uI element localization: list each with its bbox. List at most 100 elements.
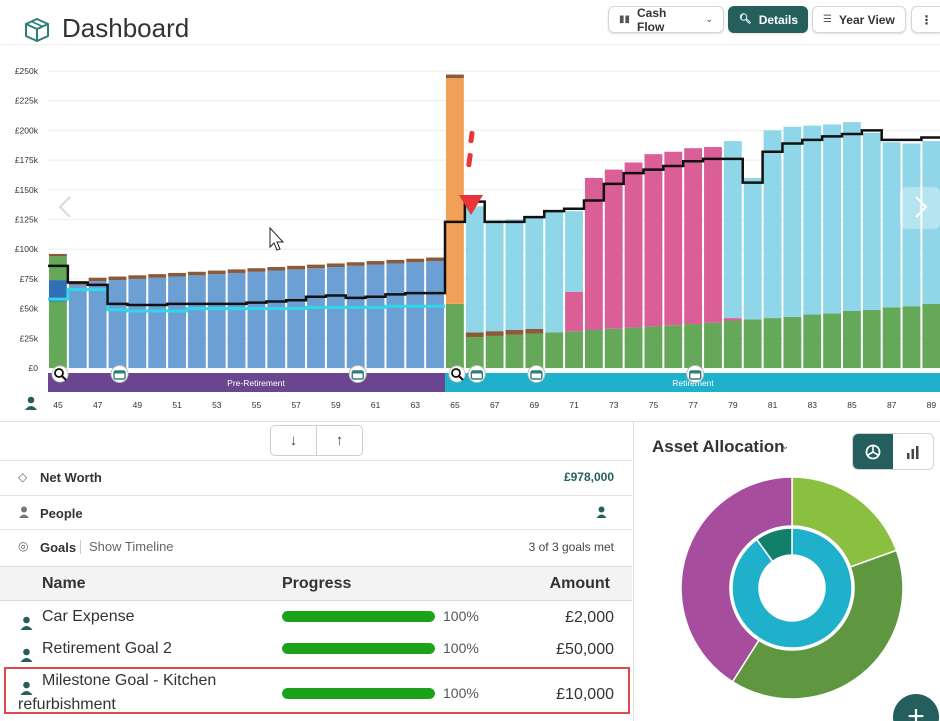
outer-slice[interactable] [680,476,793,683]
progress-percent: 100% [443,640,479,656]
bar-segment [485,220,504,332]
show-timeline-link[interactable]: Show Timeline [80,540,174,554]
x-tick-label: 79 [728,400,738,410]
bar-segment [644,326,663,368]
chevron-right-button [900,187,940,229]
x-tick-label: 65 [450,400,460,410]
divider [0,460,632,461]
bar-segment [307,268,325,368]
bar-segment [148,277,167,368]
inner-slice[interactable] [731,527,853,649]
bar-segment [545,332,564,368]
header-amount[interactable]: Amount [549,575,610,592]
diamond-icon: ◇ [18,470,28,484]
list-icon: ☰ [823,14,832,25]
bar-segment [922,303,940,368]
bar-segment [128,278,147,368]
progress-bar [282,611,435,622]
event-marker-icon [527,365,546,383]
bar-segment [128,275,147,279]
chevron-right-icon[interactable] [915,196,928,218]
goal-amount: £2,000 [565,609,614,626]
cash-flow-dropdown[interactable]: ▮▮ Cash Flow ⌄ [608,5,724,34]
event-marker-icon [686,365,705,383]
x-tick-label: 57 [291,400,301,410]
details-button[interactable]: 🔍︎ Details [728,6,808,33]
cash-flow-chart[interactable]: £250k £225k £200k £175k £150k £125k £100k £75k £… [0,45,940,421]
chevron-down-icon: ⌄ [705,14,713,24]
people-icon [19,506,29,518]
red-arrow-marker [459,131,483,215]
bar-segment [366,264,385,368]
arrow-up-icon[interactable]: ↑ [316,426,362,455]
bar-segment [882,142,901,308]
bar-segment [267,270,286,368]
bar-segment [843,122,861,311]
progress-bar [282,643,435,654]
target-icon: ◎ [18,539,29,553]
bar-segment [465,206,484,333]
pie-view-button[interactable] [853,434,893,469]
person-icon [20,681,33,695]
bar-view-button[interactable] [893,434,933,469]
header-progress[interactable]: Progress [282,575,352,592]
goal-name: Retirement Goal 2 [42,640,172,657]
table-row[interactable]: Milestone Goal - Kitchen refurbishment 1… [0,668,632,718]
x-tick-label: 73 [609,400,619,410]
bar-segment [465,337,484,368]
bar-segment [664,325,683,368]
bar-segment [723,141,742,319]
bar-segment [326,267,345,368]
bar-segment [882,307,901,368]
table-row[interactable]: Retirement Goal 2 100% £50,000 [0,634,632,666]
arrow-down-icon[interactable]: ↓ [289,432,298,449]
phase-band: Pre-Retirement Retirement [48,373,940,392]
bar-segment [902,306,921,368]
bar-segment [187,275,206,368]
x-tick-label: 51 [172,400,182,410]
bar-segment [49,280,67,302]
event-marker-icon [110,365,129,383]
chart-markers [51,365,705,383]
progress-percent: 100% [443,685,479,701]
divider [0,529,632,530]
more-options-button[interactable]: ⋮ [911,6,940,33]
bar-segment [346,262,365,266]
bar-segment [763,318,782,368]
chevron-down-icon[interactable]: ⌄ [781,441,790,452]
progress-fill [282,643,435,654]
person-icon[interactable] [596,506,607,518]
bar-segment [108,276,127,281]
phase-label: Retirement [672,378,714,388]
bar-segment [723,320,742,368]
bar-segment [406,258,425,263]
chevron-left-icon[interactable] [58,196,71,218]
goals-label: Goals [40,540,77,555]
bar-segment [803,125,822,315]
bar-segment [446,74,464,79]
outer-slice[interactable] [731,549,904,700]
header-name[interactable]: Name [42,575,86,592]
year-view-button[interactable]: ☰ Year View [812,6,906,33]
cash-flow-label: Cash Flow [637,5,667,34]
table-row[interactable]: Car Expense 100% £2,000 [0,602,632,634]
bar-segment [723,318,742,321]
goal-name: Milestone Goal - Kitchen refurbishment [18,672,217,713]
bar-segment [684,148,703,325]
phase-label: Pre-Retirement [227,378,285,388]
section-divider [0,421,940,422]
year-view-label: Year View [838,12,895,27]
bar-segment [565,331,583,368]
x-tick-label: 67 [490,400,500,410]
bar-segment [505,219,524,330]
asset-allocation-donut[interactable] [680,476,904,700]
asset-allocation-title[interactable]: Asset Allocation [652,437,785,456]
inner-slice[interactable] [755,527,793,563]
y-tick-label: £50k [20,304,39,314]
x-tick-label: 49 [133,400,143,410]
goals-table-header: Name Progress Amount [0,566,632,601]
panel-divider [633,421,634,721]
bar-segment [922,141,940,304]
bar-segment [624,162,643,328]
add-button[interactable]: + [893,694,939,721]
